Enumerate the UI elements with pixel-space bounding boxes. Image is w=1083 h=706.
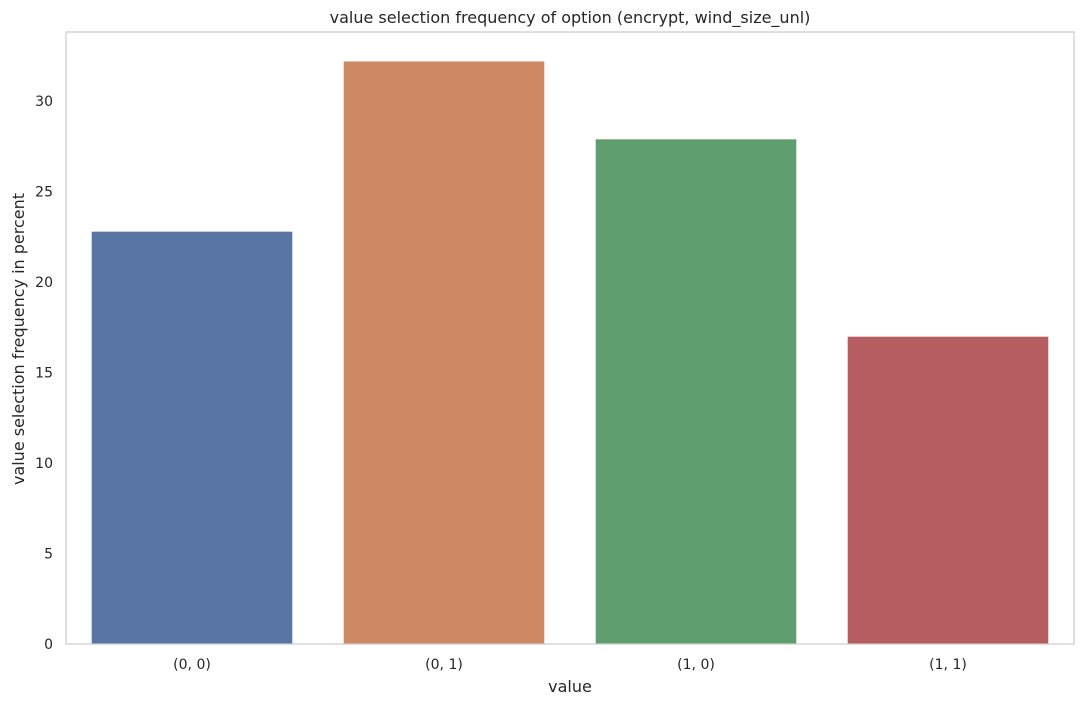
bar-1 xyxy=(90,230,294,645)
y-tick-label-5: 5 xyxy=(44,546,53,562)
y-tick-label-15: 15 xyxy=(35,365,53,381)
bar-4 xyxy=(846,335,1050,645)
x-tick-label-3: (1, 0) xyxy=(677,657,715,673)
y-tick-label-10: 10 xyxy=(35,456,53,472)
y-tick-label-30: 30 xyxy=(35,94,53,110)
chart-title: value selection frequency of option (enc… xyxy=(330,8,811,28)
y-axis-label: value selection frequency in percent xyxy=(9,193,28,485)
x-axis-label: value xyxy=(548,677,592,696)
y-tick-label-25: 25 xyxy=(35,184,53,200)
bars-group xyxy=(90,60,1050,645)
y-tick-label-0: 0 xyxy=(44,637,53,653)
bar-3 xyxy=(594,138,798,645)
x-tick-label-4: (1, 1) xyxy=(929,657,967,673)
y-tick-labels: 0 5 10 15 20 25 30 xyxy=(35,94,53,653)
bar-2 xyxy=(342,60,546,645)
x-tick-label-1: (0, 0) xyxy=(173,657,211,673)
y-tick-label-20: 20 xyxy=(35,275,53,291)
x-tick-label-2: (0, 1) xyxy=(425,657,463,673)
x-tick-labels: (0, 0) (0, 1) (1, 0) (1, 1) xyxy=(173,657,967,673)
plot-frame xyxy=(65,31,1075,645)
